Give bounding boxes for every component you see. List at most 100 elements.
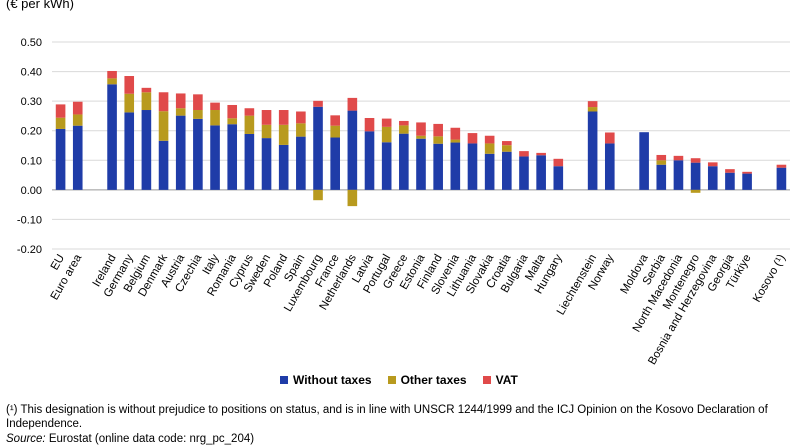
- bar-vat-montenegro: [690, 158, 701, 163]
- bar-without-taxes-czechia: [193, 118, 203, 190]
- bar-vat-netherlands: [347, 97, 358, 111]
- stacked-bar-chart: -0.20 -0.10 0.00 0.10 0.20 0.30 0.40 0.50 EUEur…: [17, 37, 790, 367]
- legend-label-without-taxes: Without taxes: [293, 373, 372, 387]
- bar-without-taxes-germany: [124, 112, 135, 190]
- bar-other-taxes-croatia: [502, 145, 512, 152]
- source-label: Source:: [6, 433, 46, 445]
- legend-swatch-without-taxes: [280, 376, 288, 384]
- bar-vat-norway: [604, 132, 615, 144]
- y-axis-ticks: -0.20 -0.10 0.00 0.10 0.20 0.30 0.40 0.50: [17, 37, 42, 256]
- bar-other-taxes-ireland: [107, 78, 117, 85]
- bar-without-taxes-ireland: [107, 84, 117, 190]
- bars: [55, 70, 787, 207]
- y-tick-label: 0.40: [21, 67, 42, 79]
- bar-without-taxes-cyprus: [244, 133, 255, 190]
- bar-other-taxes-italy: [210, 110, 220, 126]
- bar-without-taxes-luxembourg: [313, 106, 323, 190]
- bar-vat-sweden: [261, 110, 272, 125]
- bar-vat-portugal: [381, 118, 392, 127]
- bar-other-taxes-belgium: [141, 92, 152, 111]
- bar-vat-liechtenstein: [587, 101, 598, 108]
- bar-without-taxes-bosnia-and-herzegovina: [707, 166, 718, 190]
- bar-other-taxes-luxembourg: [313, 189, 323, 201]
- source-line: Source: Eurostat (online data code: nrg_…: [6, 433, 254, 445]
- bar-other-taxes-spain: [296, 123, 306, 137]
- bar-without-taxes-poland: [278, 144, 289, 190]
- bar-without-taxes-france: [330, 137, 340, 190]
- bar-vat-malta: [536, 152, 546, 156]
- unit-label: (€ per kWh): [6, 0, 74, 11]
- bar-without-taxes-romania: [227, 124, 238, 190]
- bar-other-taxes-euro-area: [72, 114, 83, 126]
- bar-without-taxes-austria: [175, 115, 186, 190]
- gridlines: [52, 41, 790, 250]
- bar-without-taxes-malta: [536, 155, 546, 190]
- bar-without-taxes-italy: [210, 125, 220, 190]
- bar-without-taxes-euro-area: [72, 125, 83, 190]
- legend-swatch-vat: [482, 376, 491, 384]
- bar-other-taxes-eu: [55, 117, 66, 129]
- bar-vat-croatia: [502, 141, 512, 146]
- bar-without-taxes-netherlands: [347, 110, 358, 190]
- bar-vat-romania: [227, 104, 238, 119]
- bar-without-taxes-moldova: [639, 132, 649, 190]
- bar-other-taxes-finland: [433, 136, 443, 144]
- bar-vat-ireland: [107, 70, 117, 79]
- bar-vat-north-macedonia: [673, 155, 684, 161]
- bar-vat-germany: [124, 76, 135, 94]
- bar-other-taxes-netherlands: [347, 189, 358, 207]
- bar-other-taxes-sweden: [261, 124, 272, 139]
- x-tick-label: Kosovo (¹): [751, 252, 788, 304]
- bar-without-taxes-t-rkiye: [742, 173, 752, 190]
- bar-vat-bosnia-and-herzegovina: [707, 162, 718, 167]
- legend-item-without-taxes: Without taxes: [280, 373, 372, 387]
- bar-without-taxes-hungary: [553, 166, 564, 190]
- bar-vat-serbia: [656, 154, 667, 161]
- bar-without-taxes-belgium: [141, 110, 152, 190]
- y-tick-label: 0.00: [21, 185, 42, 197]
- bar-other-taxes-slovenia: [450, 139, 461, 143]
- y-tick-label: -0.10: [17, 214, 42, 226]
- bar-without-taxes-kosovo: [776, 167, 787, 190]
- bar-other-taxes-liechtenstein: [587, 107, 598, 112]
- bar-vat-hungary: [553, 158, 564, 167]
- bar-vat-estonia: [416, 122, 426, 136]
- bar-without-taxes-spain: [296, 136, 306, 190]
- bar-without-taxes-estonia: [416, 138, 426, 190]
- bar-without-taxes-montenegro: [690, 162, 701, 190]
- bar-other-taxes-cyprus: [244, 115, 255, 134]
- legend-item-other-taxes: Other taxes: [387, 373, 467, 387]
- bar-without-taxes-serbia: [656, 164, 667, 190]
- bar-other-taxes-serbia: [656, 160, 667, 165]
- legend-label-vat: VAT: [495, 373, 518, 387]
- legend-label-other-taxes: Other taxes: [400, 373, 467, 387]
- bar-vat-latvia: [364, 117, 375, 132]
- bar-without-taxes-north-macedonia: [673, 160, 684, 190]
- bar-without-taxes-norway: [604, 143, 615, 190]
- bar-other-taxes-denmark: [158, 111, 169, 141]
- legend: Without taxes Other taxes VAT: [280, 373, 518, 387]
- bar-vat-spain: [296, 111, 306, 124]
- bar-vat-euro-area: [72, 101, 83, 115]
- bar-without-taxes-georgia: [725, 172, 735, 190]
- bar-vat-italy: [210, 102, 220, 111]
- bar-vat-slovakia: [484, 135, 495, 144]
- bar-without-taxes-eu: [55, 128, 66, 190]
- bar-vat-austria: [175, 93, 186, 109]
- bar-without-taxes-sweden: [261, 138, 272, 190]
- bar-vat-georgia: [725, 169, 735, 173]
- bar-without-taxes-finland: [433, 143, 443, 190]
- bar-vat-poland: [278, 110, 289, 125]
- bar-other-taxes-estonia: [416, 135, 426, 139]
- bar-without-taxes-denmark: [158, 140, 169, 190]
- bar-other-taxes-germany: [124, 93, 135, 113]
- bar-other-taxes-france: [330, 125, 340, 138]
- bar-without-taxes-lithuania: [467, 143, 478, 190]
- bar-other-taxes-slovakia: [484, 143, 495, 154]
- bar-vat-greece: [399, 120, 409, 126]
- bar-vat-belgium: [141, 87, 152, 93]
- bar-without-taxes-liechtenstein: [587, 111, 598, 190]
- y-tick-label: -0.20: [17, 244, 42, 256]
- bar-vat-t-rkiye: [742, 171, 752, 174]
- bar-vat-bulgaria: [519, 151, 529, 157]
